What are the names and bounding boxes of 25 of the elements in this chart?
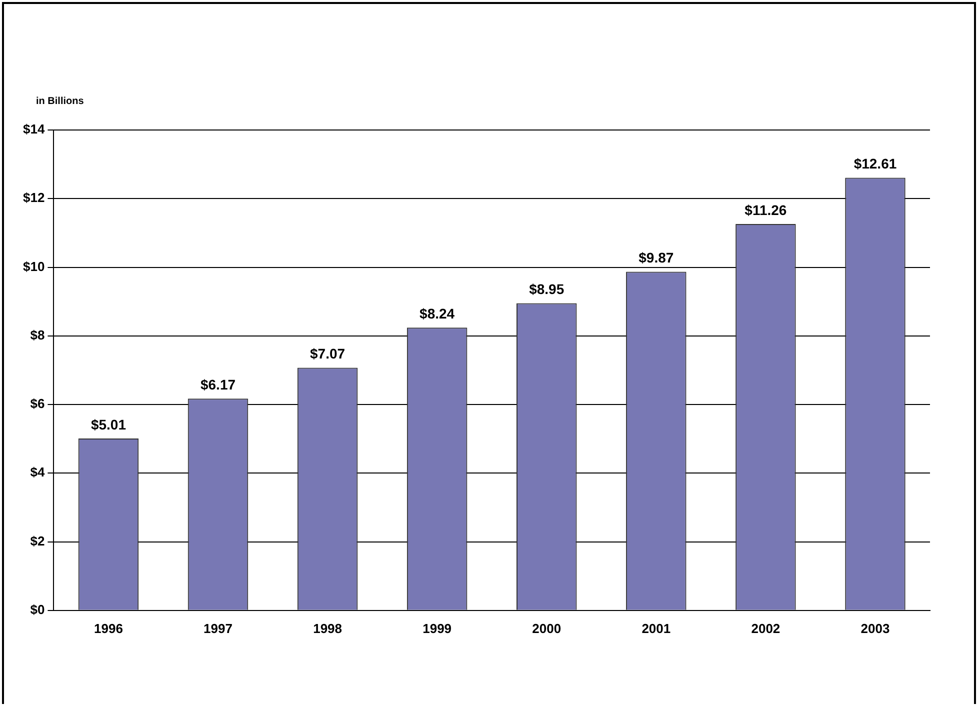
y-axis-title: in Billions <box>36 96 84 107</box>
data-label: $5.01 <box>90 416 126 432</box>
y-tick-label: $2 <box>30 533 45 548</box>
y-tick-label: $10 <box>22 258 45 274</box>
y-tick-label: $8 <box>30 327 45 342</box>
y-tick-label: $6 <box>30 396 45 412</box>
data-label: $12.61 <box>854 156 897 172</box>
data-label: $8.95 <box>529 281 564 298</box>
data-label: $6.17 <box>200 376 236 393</box>
y-tick-label: $12 <box>22 190 45 206</box>
x-tick-label: 1998 <box>313 620 342 636</box>
x-tick-label: 1999 <box>422 620 452 636</box>
x-tick-label: 2003 <box>860 620 890 636</box>
x-tick-label: 2001 <box>642 620 671 636</box>
y-tick-label: $14 <box>22 122 46 137</box>
x-tick-label: 2000 <box>532 620 562 636</box>
data-label: $11.26 <box>744 202 787 218</box>
y-tick-label: $0 <box>30 602 45 617</box>
x-tick-label: 2002 <box>751 620 780 636</box>
data-label: $8.24 <box>420 306 455 322</box>
x-tick-label: 1997 <box>204 620 232 636</box>
y-tick-label: $4 <box>30 464 46 480</box>
data-label: $7.07 <box>310 346 346 362</box>
x-tick-label: 1996 <box>94 620 123 636</box>
data-label: $9.87 <box>638 250 674 266</box>
